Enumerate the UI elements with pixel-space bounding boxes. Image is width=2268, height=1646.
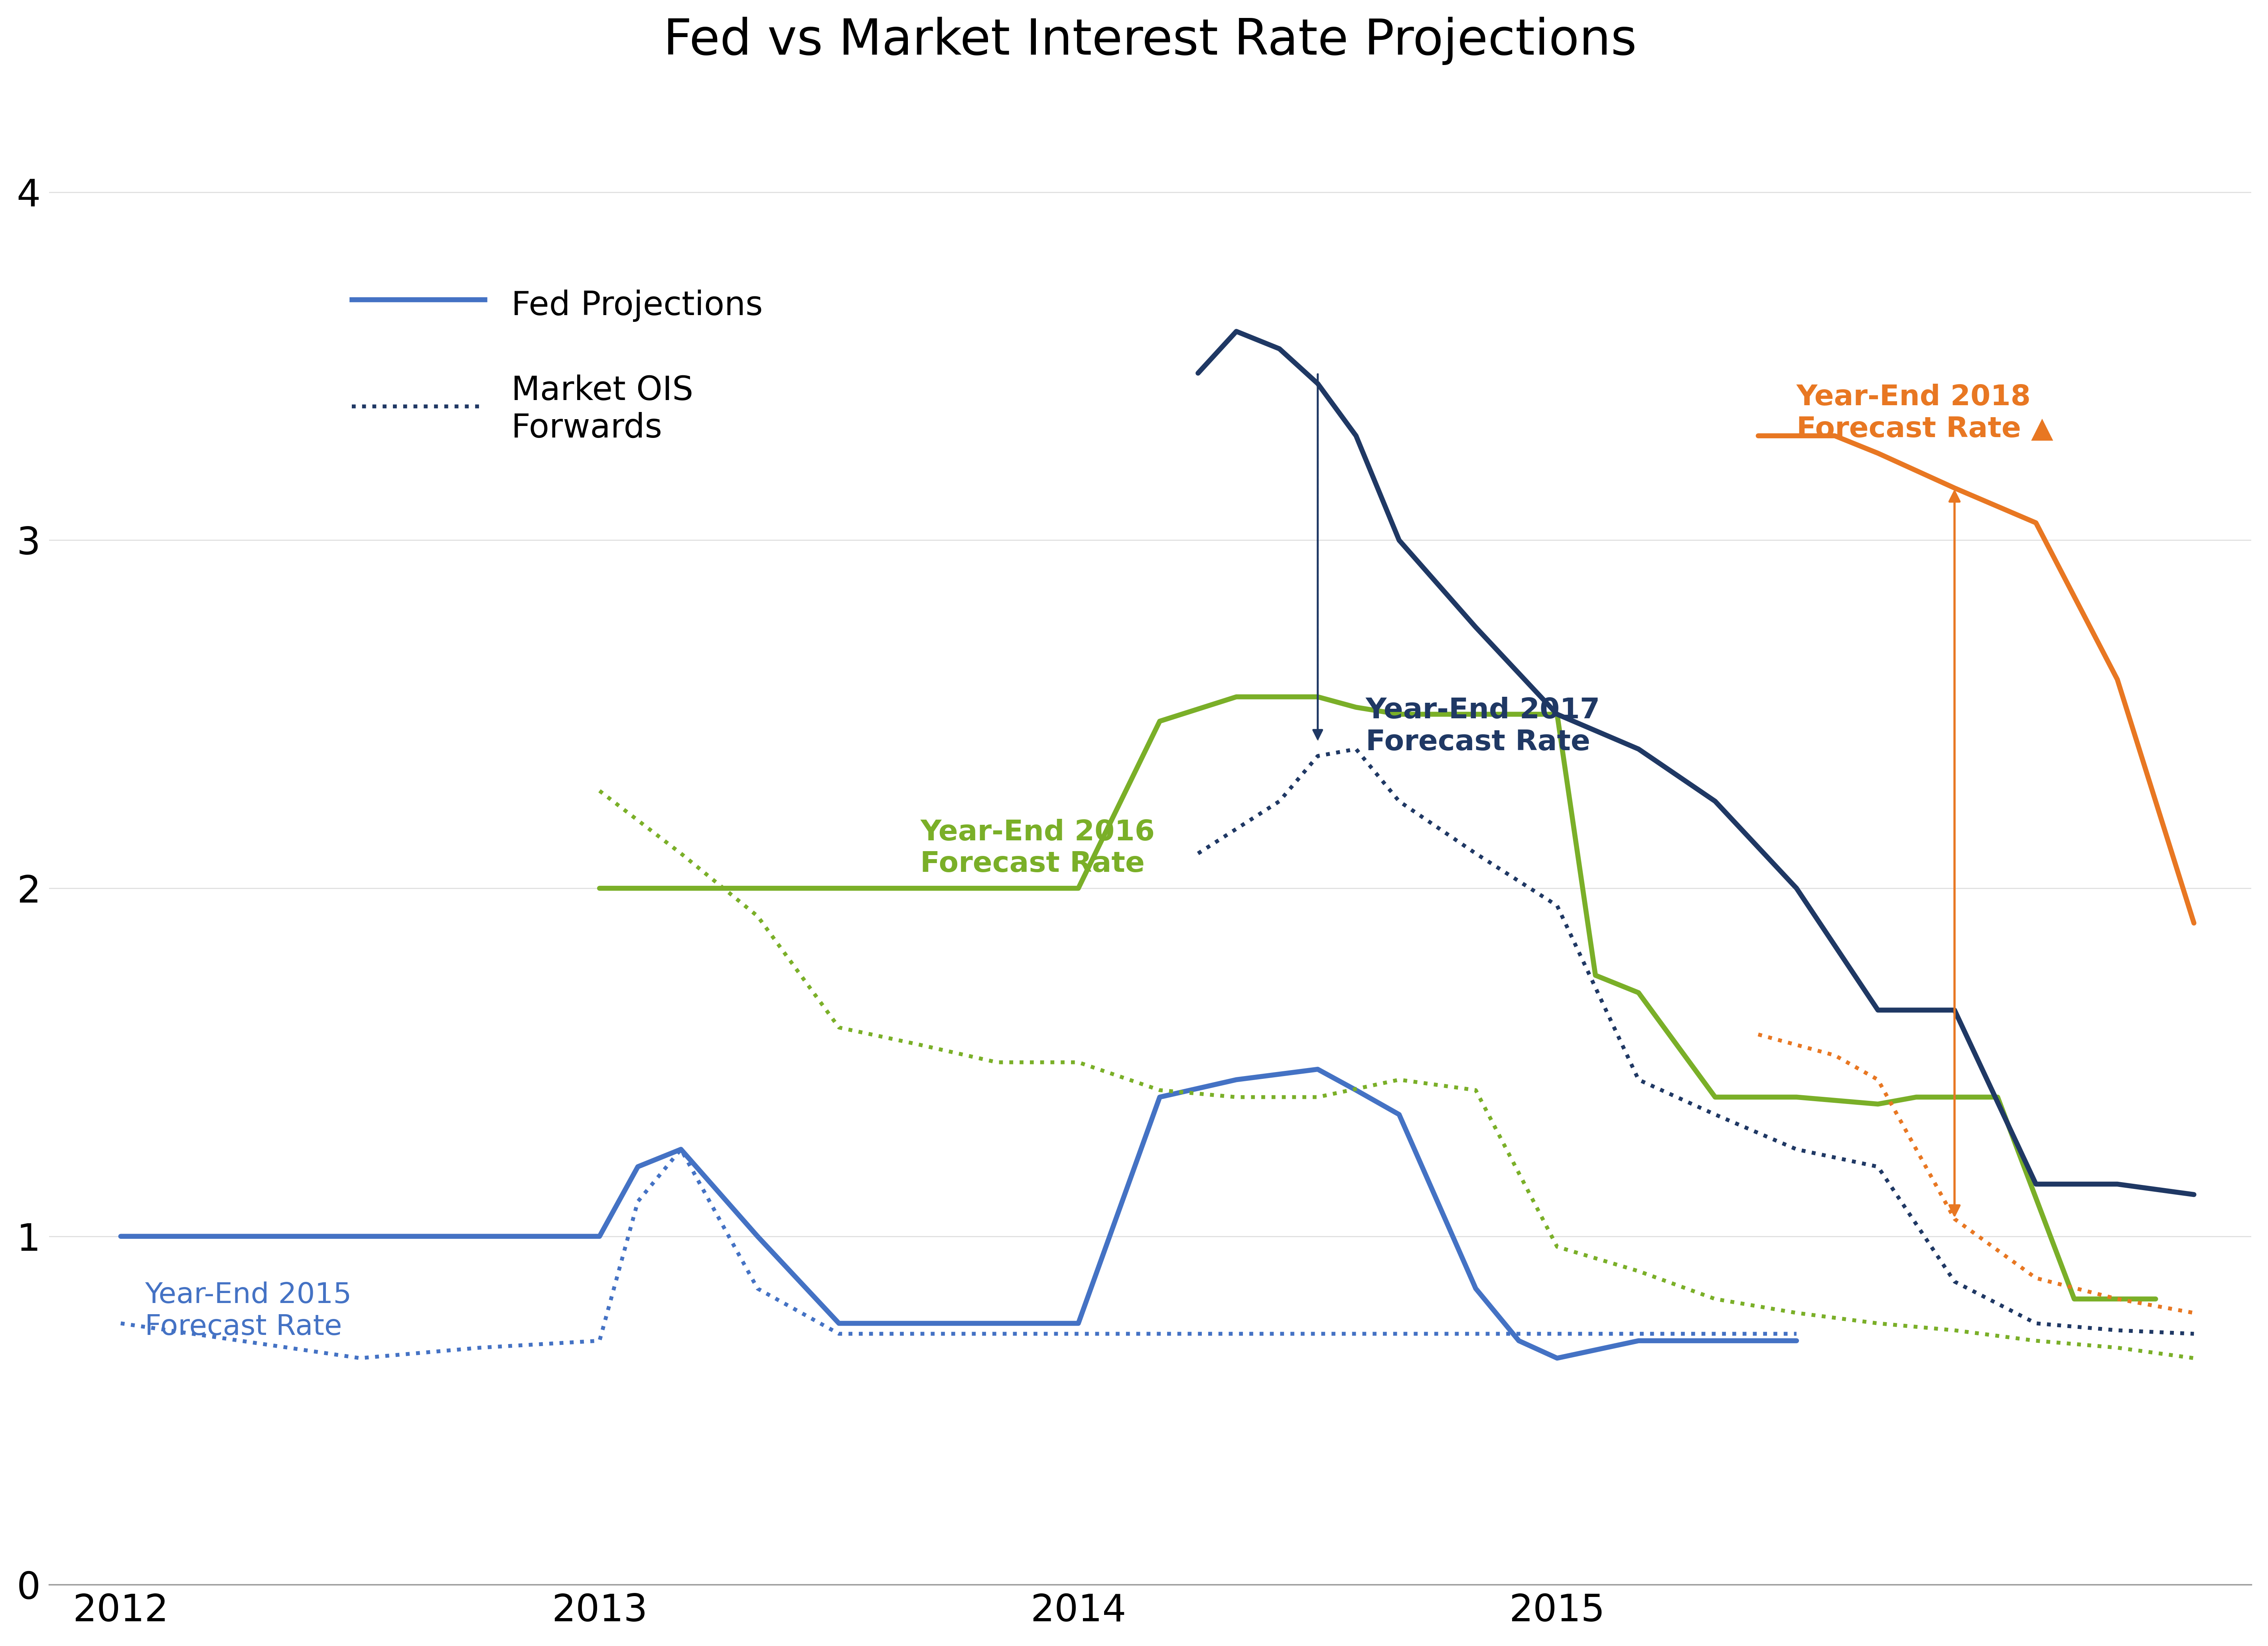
- Text: Year-End 2017
Forecast Rate: Year-End 2017 Forecast Rate: [1365, 696, 1601, 756]
- Title: Fed vs Market Interest Rate Projections: Fed vs Market Interest Rate Projections: [665, 16, 1637, 64]
- Text: Year-End 2015
Forecast Rate: Year-End 2015 Forecast Rate: [145, 1282, 352, 1341]
- Text: Year-End 2016
Forecast Rate: Year-End 2016 Forecast Rate: [921, 818, 1154, 877]
- Text: Year-End 2018
Forecast Rate ▲: Year-End 2018 Forecast Rate ▲: [1796, 384, 2053, 443]
- Legend: Fed Projections, Market OIS
Forwards: Fed Projections, Market OIS Forwards: [352, 285, 762, 444]
